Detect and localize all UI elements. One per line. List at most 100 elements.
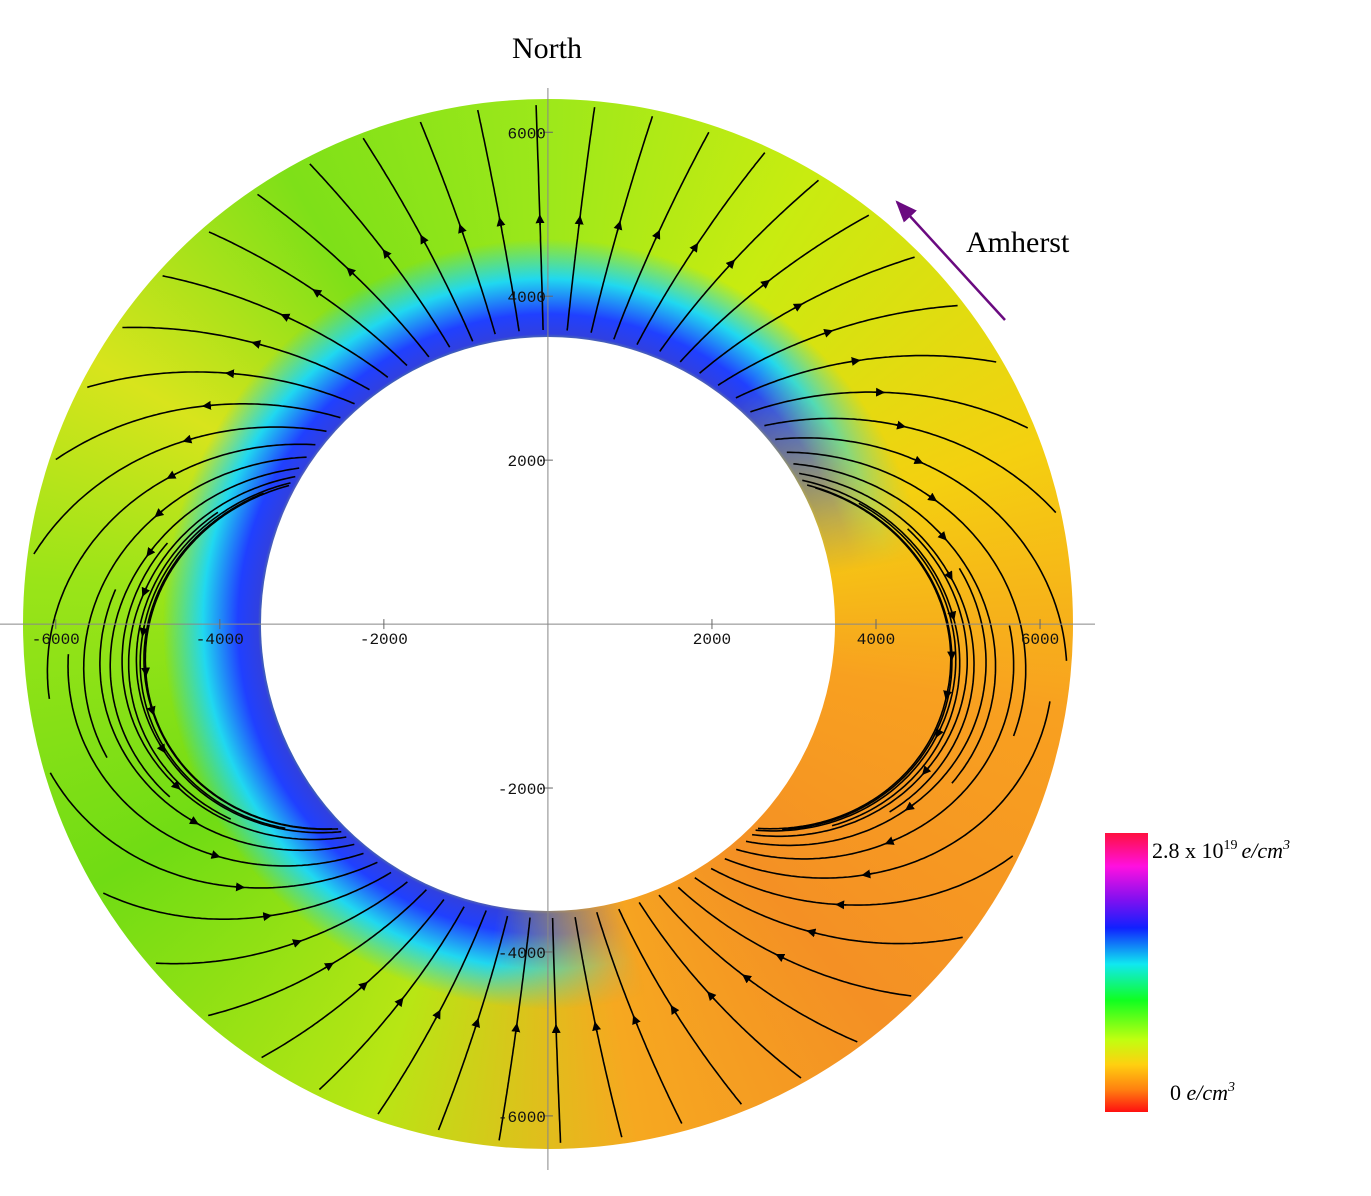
x-tick-label: 6000 (1021, 631, 1059, 649)
streamline (755, 502, 957, 832)
streamline (618, 908, 743, 1105)
streamline (596, 911, 683, 1124)
y-tick-label: 2000 (508, 453, 546, 471)
streamline (318, 906, 465, 1091)
stream-arrow (156, 743, 166, 754)
streamline (208, 889, 427, 1017)
streamline (694, 877, 963, 945)
stream-arrow (835, 900, 847, 910)
streamline (362, 137, 474, 342)
amherst-label: Amherst (966, 226, 1070, 259)
colorbar (1105, 833, 1148, 1112)
x-tick-label: -4000 (196, 631, 244, 649)
stream-arrow (913, 455, 924, 465)
stream-arrow (291, 939, 303, 948)
stream-arrow (139, 626, 149, 637)
streamline (127, 475, 296, 820)
stream-arrow (884, 836, 896, 845)
streamline (658, 894, 858, 1043)
colorbar-min-base: 0 (1170, 1080, 1187, 1105)
stream-arrow (592, 1021, 602, 1033)
streamline (162, 275, 389, 378)
streamline (735, 354, 997, 399)
stream-arrow (170, 780, 181, 790)
streamline (139, 482, 291, 830)
colorbar-min-unit-exponent: 3 (1227, 1080, 1235, 1095)
stream-arrow (792, 303, 803, 312)
x-tick-label: -6000 (32, 631, 80, 649)
colorbar-max-unit: e/cm (1242, 838, 1284, 863)
colorbar-max-base: 2.8 x 10 (1152, 838, 1224, 863)
stream-arrow (312, 288, 323, 298)
stream-arrow (935, 728, 944, 739)
stream-arrow (382, 249, 392, 259)
stream-arrow (394, 997, 404, 1008)
stream-arrow (822, 329, 834, 338)
colorbar-max-exponent: 19 (1224, 838, 1238, 853)
y-tick-label: -2000 (498, 781, 546, 799)
axes: -6000 -4000 -2000 2000 4000 6000 6000 4000 2000 -… (0, 88, 1095, 1170)
streamline (102, 871, 392, 920)
streamline (122, 326, 370, 391)
streamline (786, 451, 1027, 737)
streamline (745, 568, 987, 847)
colorbar-min-unit: e/cm (1187, 1080, 1229, 1105)
stream-arrow (927, 492, 938, 502)
stream-arrow (346, 267, 357, 277)
streamline (613, 131, 710, 340)
streamline (752, 528, 968, 838)
streamline (419, 121, 496, 335)
streamline (717, 304, 958, 386)
streamline (46, 443, 316, 700)
amherst-arrow (895, 200, 1006, 321)
streamline (724, 701, 1051, 879)
stream-arrow (760, 279, 771, 289)
stream-arrow (251, 340, 262, 349)
stream-arrow (904, 801, 915, 811)
colorbar-max-label: 2.8 x 1019 e/cm3 (1152, 838, 1290, 863)
streamline (49, 772, 378, 889)
stream-arrow (937, 530, 947, 541)
stream-arrow (154, 508, 165, 518)
stream-arrow (420, 234, 429, 245)
stream-arrow (632, 1015, 641, 1026)
streamline (33, 426, 327, 555)
streamline (750, 391, 1029, 429)
stream-arrow (921, 765, 932, 776)
stream-arrow (613, 220, 623, 232)
y-tick-label: 4000 (508, 289, 546, 307)
streamline (82, 456, 307, 758)
stream-arrow (895, 420, 907, 430)
streamline (699, 256, 915, 374)
streamline (109, 467, 300, 798)
stream-arrow (182, 434, 194, 444)
x-tick-label: 2000 (693, 631, 731, 649)
stream-arrow (234, 882, 246, 892)
x-tick-label: -2000 (360, 631, 408, 649)
streamline (802, 479, 961, 827)
streamline (799, 472, 975, 813)
stream-arrow (651, 229, 661, 240)
y-tick-label: 6000 (508, 125, 546, 143)
stream-arrow (511, 1022, 521, 1034)
stream-arrow (943, 689, 952, 700)
streamline (261, 899, 445, 1059)
stream-arrow (849, 357, 861, 366)
stream-arrow (725, 259, 736, 270)
stream-arrow (209, 850, 221, 859)
streamline (775, 437, 1068, 661)
streamline (782, 484, 953, 831)
streamline (793, 463, 997, 784)
streamline (99, 589, 355, 852)
streamline (590, 116, 654, 333)
streamline (55, 403, 341, 461)
stream-arrow (358, 981, 368, 992)
stream-arrow (944, 570, 953, 581)
stream-arrow (146, 546, 156, 557)
stream-arrow (707, 991, 717, 1002)
streamline (764, 417, 1057, 514)
streamline (143, 492, 339, 831)
streamline (155, 881, 408, 965)
stream-arrow (146, 704, 156, 716)
